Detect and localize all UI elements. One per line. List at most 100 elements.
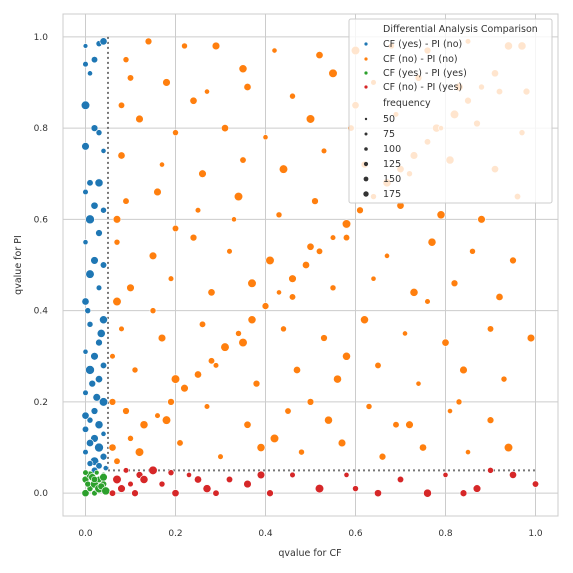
point-cf-no-pi-no (328, 68, 338, 78)
point-cf-no-pi-yes (531, 480, 540, 488)
point-cf-no-pi-no (170, 374, 181, 384)
point-cf-no-pi-no (503, 442, 514, 453)
point-cf-no-pi-no (370, 275, 377, 282)
point-cf-no-pi-yes (396, 475, 405, 484)
point-cf-no-pi-yes (459, 489, 468, 497)
x-tick-label: 1.0 (528, 529, 543, 539)
point-cf-yes-pi-yes (82, 469, 89, 476)
point-cf-yes-pi-no (90, 352, 99, 361)
point-cf-no-pi-no (247, 278, 257, 288)
point-cf-yes-pi-no (81, 425, 90, 433)
point-cf-no-pi-yes (148, 465, 158, 475)
point-cf-no-pi-no (342, 234, 351, 242)
point-cf-no-pi-no (500, 375, 508, 383)
point-cf-yes-pi-no (90, 201, 99, 210)
point-cf-no-pi-no (455, 398, 463, 406)
x-axis-label: qvalue for CF (278, 548, 341, 559)
point-cf-no-pi-no (243, 83, 252, 91)
point-cf-no-pi-no (204, 88, 210, 95)
point-cf-no-pi-no (113, 457, 121, 465)
point-cf-no-pi-no (436, 210, 446, 220)
point-cf-no-pi-no (409, 288, 419, 297)
point-cf-no-pi-no (261, 302, 270, 310)
point-cf-no-pi-no (365, 403, 373, 410)
point-cf-no-pi-no (278, 164, 289, 174)
point-cf-no-pi-no (167, 398, 175, 406)
point-cf-no-pi-no (360, 315, 369, 325)
point-cf-no-pi-yes (352, 485, 359, 492)
y-tick-label: 0.0 (34, 489, 49, 499)
point-cf-no-pi-no (109, 353, 116, 360)
point-cf-no-pi-no (134, 447, 145, 457)
point-cf-yes-pi-no (95, 375, 103, 384)
point-cf-no-pi-no (306, 242, 315, 251)
point-cf-no-pi-no (212, 362, 220, 369)
y-tick-labels: 0.0 0.2 0.4 0.6 0.8 1.0 (34, 33, 49, 499)
x-tick-label: 0.0 (78, 529, 93, 539)
legend-marker-cf-no-pi-yes (364, 85, 368, 89)
y-tick-label: 0.6 (34, 215, 49, 225)
point-cf-no-pi-no (226, 248, 233, 255)
legend-size-label-125: 125 (383, 159, 401, 170)
point-cf-no-pi-no (181, 42, 188, 50)
point-cf-no-pi-no (288, 274, 297, 283)
point-cf-no-pi-no (477, 215, 486, 224)
point-cf-no-pi-no (486, 416, 495, 424)
legend-size-label-100: 100 (383, 144, 401, 155)
point-cf-yes-pi-no (100, 206, 107, 214)
point-cf-no-pi-no (265, 255, 275, 266)
point-cf-no-pi-no (298, 448, 305, 456)
point-cf-no-pi-no (271, 47, 278, 54)
point-cf-no-pi-no (402, 330, 408, 337)
point-cf-no-pi-no (374, 361, 382, 369)
point-cf-no-pi-no (427, 237, 437, 247)
point-cf-yes-pi-no (82, 61, 89, 68)
point-cf-yes-pi-no (102, 465, 109, 471)
point-cf-no-pi-no (233, 191, 244, 202)
point-cf-no-pi-no (284, 407, 292, 415)
point-cf-no-pi-yes (108, 489, 117, 497)
point-cf-yes-pi-no (86, 439, 94, 447)
point-cf-yes-pi-no (95, 338, 103, 347)
point-cf-yes-pi-yes (90, 475, 99, 484)
point-cf-no-pi-no (180, 384, 189, 393)
point-cf-no-pi-no (207, 288, 216, 297)
y-tick-label: 0.8 (34, 124, 49, 134)
point-cf-yes-pi-no (82, 448, 89, 456)
point-cf-no-pi-yes (158, 480, 166, 488)
point-cf-no-pi-no (112, 215, 122, 224)
point-cf-no-pi-no (157, 333, 167, 343)
point-cf-yes-pi-no (99, 452, 108, 461)
point-cf-no-pi-no (509, 256, 517, 265)
legend-hue-title: Differential Analysis Comparison (383, 24, 538, 35)
point-cf-yes-pi-no (85, 269, 95, 279)
y-tick-label: 1.0 (34, 33, 49, 43)
point-cf-no-pi-no (302, 261, 310, 269)
legend-marker-cf-no-pi-no (364, 57, 368, 61)
point-cf-no-pi-no (495, 292, 504, 301)
point-cf-no-pi-no (378, 452, 387, 461)
point-cf-no-pi-no (293, 366, 301, 374)
point-cf-no-pi-no (424, 298, 431, 305)
point-cf-no-pi-no (161, 415, 172, 425)
point-cf-no-pi-no (235, 330, 242, 337)
point-cf-no-pi-yes (472, 484, 482, 493)
point-cf-yes-pi-no (96, 329, 106, 338)
legend-size-label-50: 50 (383, 114, 395, 125)
point-cf-no-pi-no (306, 398, 315, 406)
point-cf-no-pi-no (149, 307, 157, 314)
point-cf-no-pi-no (239, 156, 247, 164)
legend-box (348, 18, 553, 204)
point-cf-no-pi-no (280, 325, 287, 333)
point-cf-no-pi-yes (194, 475, 202, 484)
point-cf-no-pi-no (342, 351, 351, 361)
point-cf-no-pi-no (419, 443, 427, 452)
legend-size-label-150: 150 (383, 174, 401, 185)
legend-size-label-75: 75 (383, 129, 395, 140)
point-cf-no-pi-no (333, 374, 342, 384)
point-cf-yes-pi-no (90, 124, 99, 132)
point-cf-yes-pi-no (95, 129, 103, 136)
point-cf-no-pi-no (341, 219, 352, 229)
point-cf-no-pi-no (221, 124, 229, 133)
